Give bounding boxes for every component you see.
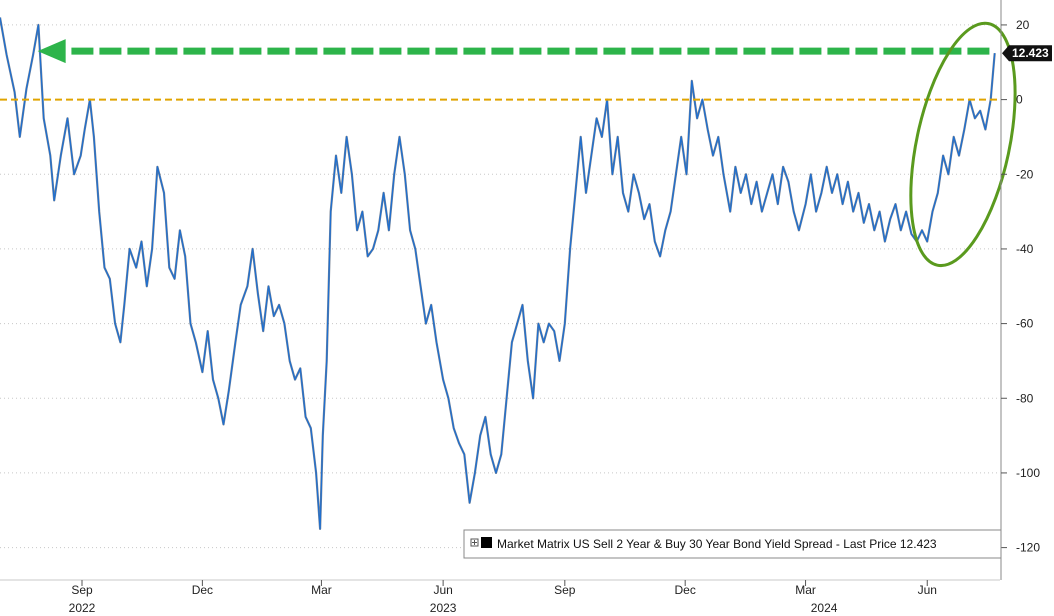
annotation-arrow-head bbox=[37, 39, 66, 64]
chart-series bbox=[0, 17, 996, 531]
chart-grid bbox=[0, 24, 1000, 549]
x-tick-label-2: Mar bbox=[311, 583, 332, 597]
legend-entry: Market Matrix US Sell 2 Year & Buy 30 Ye… bbox=[497, 537, 937, 551]
y-tick-label-3: -40 bbox=[1016, 242, 1034, 256]
x-axis: Sep Dec Mar Jun Sep Dec Mar Jun 2022 2023 2024 bbox=[0, 579, 1000, 615]
y-axis: 20 0 -20 -40 -60 -80 -100 -120 12.423 bbox=[1000, 0, 1052, 580]
x-year-label-2: 2024 bbox=[811, 601, 838, 615]
x-tick-label-4: Sep bbox=[554, 583, 576, 597]
y-tick-label-1: 0 bbox=[1016, 93, 1023, 107]
chart-annotations bbox=[0, 21, 1017, 268]
x-tick-label-1: Dec bbox=[192, 583, 213, 597]
x-year-label-0: 2022 bbox=[69, 601, 96, 615]
x-year-label-1: 2023 bbox=[430, 601, 457, 615]
y-tick-label-5: -80 bbox=[1016, 391, 1034, 405]
y-tick-label-6: -100 bbox=[1016, 466, 1040, 480]
last-price-badge bbox=[1002, 45, 1052, 62]
x-tick-label-3: Jun bbox=[433, 583, 452, 597]
annotation-ellipse bbox=[909, 21, 1017, 268]
chart-legend: Market Matrix US Sell 2 Year & Buy 30 Ye… bbox=[463, 529, 1002, 559]
y-tick-label-7: -120 bbox=[1016, 541, 1040, 555]
legend-swatch bbox=[481, 537, 492, 548]
x-tick-label-5: Dec bbox=[675, 583, 696, 597]
y-tick-label-0: 20 bbox=[1016, 18, 1030, 32]
x-tick-label-7: Jun bbox=[918, 583, 937, 597]
y-tick-label-2: -20 bbox=[1016, 167, 1034, 181]
x-tick-label-0: Sep bbox=[71, 583, 93, 597]
legend-box bbox=[463, 529, 1002, 559]
last-price-label: 12.423 bbox=[1012, 46, 1049, 60]
x-tick-label-6: Mar bbox=[795, 583, 816, 597]
series-line-0 bbox=[0, 17, 996, 530]
y-tick-label-4: -60 bbox=[1016, 317, 1034, 331]
